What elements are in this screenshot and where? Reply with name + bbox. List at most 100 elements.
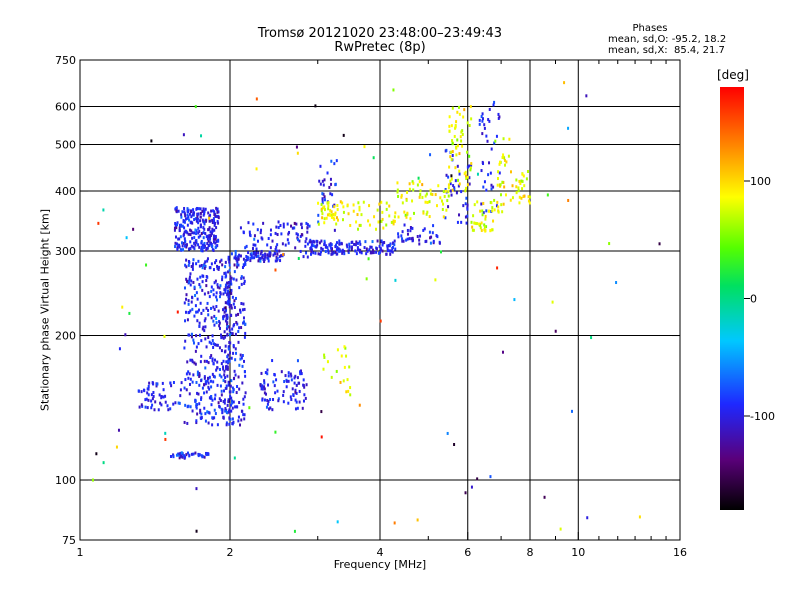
data-point-o xyxy=(444,188,447,192)
data-point-o xyxy=(196,412,199,416)
noise-point xyxy=(392,88,395,92)
data-point-o xyxy=(465,221,468,225)
data-point-o xyxy=(204,232,207,236)
data-point-o xyxy=(244,246,247,250)
data-point-o xyxy=(194,304,197,308)
data-point-o xyxy=(199,234,202,238)
data-point-o xyxy=(264,255,267,259)
data-point-x xyxy=(479,209,482,213)
data-point-x xyxy=(465,174,468,178)
data-point-o xyxy=(211,398,214,402)
noise-point xyxy=(417,176,420,180)
data-point-o xyxy=(327,251,330,255)
noise-point xyxy=(439,250,442,254)
data-point-o xyxy=(366,249,369,253)
data-point-o xyxy=(227,270,230,274)
data-point-o xyxy=(189,377,192,381)
data-point-x xyxy=(503,185,506,189)
data-point-o xyxy=(320,250,323,254)
data-point-o xyxy=(460,190,463,194)
data-point-o xyxy=(175,226,178,230)
data-point-o xyxy=(199,360,202,364)
data-point-o xyxy=(493,100,496,104)
data-point-o xyxy=(198,321,201,325)
data-point-o xyxy=(203,292,206,296)
data-point-o xyxy=(238,400,241,404)
data-point-o xyxy=(204,337,207,341)
data-point-o xyxy=(203,359,206,363)
data-point-o xyxy=(392,242,395,246)
data-point-o xyxy=(232,277,235,281)
data-point-o xyxy=(199,215,202,219)
data-point-o xyxy=(227,255,230,259)
data-point-x xyxy=(397,194,400,198)
data-point-o xyxy=(183,346,186,350)
data-point-o xyxy=(215,259,218,263)
data-point-o xyxy=(285,385,288,389)
data-point-o xyxy=(266,398,269,402)
data-point-o xyxy=(184,310,187,314)
data-point-o xyxy=(235,258,238,262)
noise-point xyxy=(274,268,277,272)
data-point-o xyxy=(336,245,339,249)
data-point-o xyxy=(223,373,226,377)
data-point-o xyxy=(194,349,197,353)
data-point-o xyxy=(196,215,199,219)
data-point-o xyxy=(381,243,384,247)
data-point-o xyxy=(277,220,280,224)
data-point-o xyxy=(275,259,278,263)
data-point-o xyxy=(321,201,324,205)
noise-point xyxy=(615,281,618,285)
data-point-o xyxy=(438,241,441,245)
data-point-o xyxy=(274,391,277,395)
data-point-o xyxy=(213,219,216,223)
data-point-x xyxy=(455,153,458,157)
data-point-o xyxy=(143,389,146,393)
data-point-o xyxy=(330,246,333,250)
data-point-o xyxy=(155,384,158,388)
data-point-x xyxy=(464,189,467,193)
data-point-o xyxy=(237,340,240,344)
data-point-o xyxy=(199,411,202,415)
data-point-x xyxy=(330,213,333,217)
data-point-o xyxy=(226,315,229,319)
data-point-o xyxy=(282,400,285,404)
data-point-o xyxy=(200,379,203,383)
data-point-o xyxy=(296,236,299,240)
data-point-x xyxy=(494,139,497,143)
data-point-o xyxy=(217,238,220,242)
data-point-o xyxy=(327,249,330,253)
data-point-x xyxy=(408,187,411,191)
data-point-o xyxy=(242,257,245,261)
data-point-o xyxy=(187,208,190,212)
noise-point xyxy=(546,193,549,197)
data-point-x xyxy=(412,188,415,192)
data-point-o xyxy=(311,240,314,244)
data-point-o xyxy=(299,372,302,376)
data-point-x xyxy=(421,195,424,199)
data-point-o xyxy=(264,371,267,375)
data-point-o xyxy=(210,209,213,213)
data-point-o xyxy=(203,227,206,231)
data-point-o xyxy=(224,408,227,412)
data-point-o xyxy=(203,210,206,214)
data-point-o xyxy=(211,339,214,343)
data-point-o xyxy=(167,408,170,412)
data-point-o xyxy=(391,250,394,254)
data-point-o xyxy=(196,403,199,407)
data-point-o xyxy=(234,252,237,256)
phase-stats-x: mean, sd,X: 85.4, 21.7 xyxy=(608,45,725,56)
data-point-o xyxy=(226,355,229,359)
data-point-o xyxy=(175,242,178,246)
data-point-o xyxy=(215,321,218,325)
data-point-o xyxy=(356,248,359,252)
data-point-o xyxy=(199,285,202,289)
data-point-o xyxy=(481,132,484,136)
data-point-o xyxy=(218,326,221,330)
data-point-x xyxy=(393,219,396,223)
data-point-o xyxy=(203,376,206,380)
data-point-o xyxy=(197,454,200,458)
data-point-o xyxy=(401,230,404,234)
data-point-o xyxy=(208,235,211,239)
